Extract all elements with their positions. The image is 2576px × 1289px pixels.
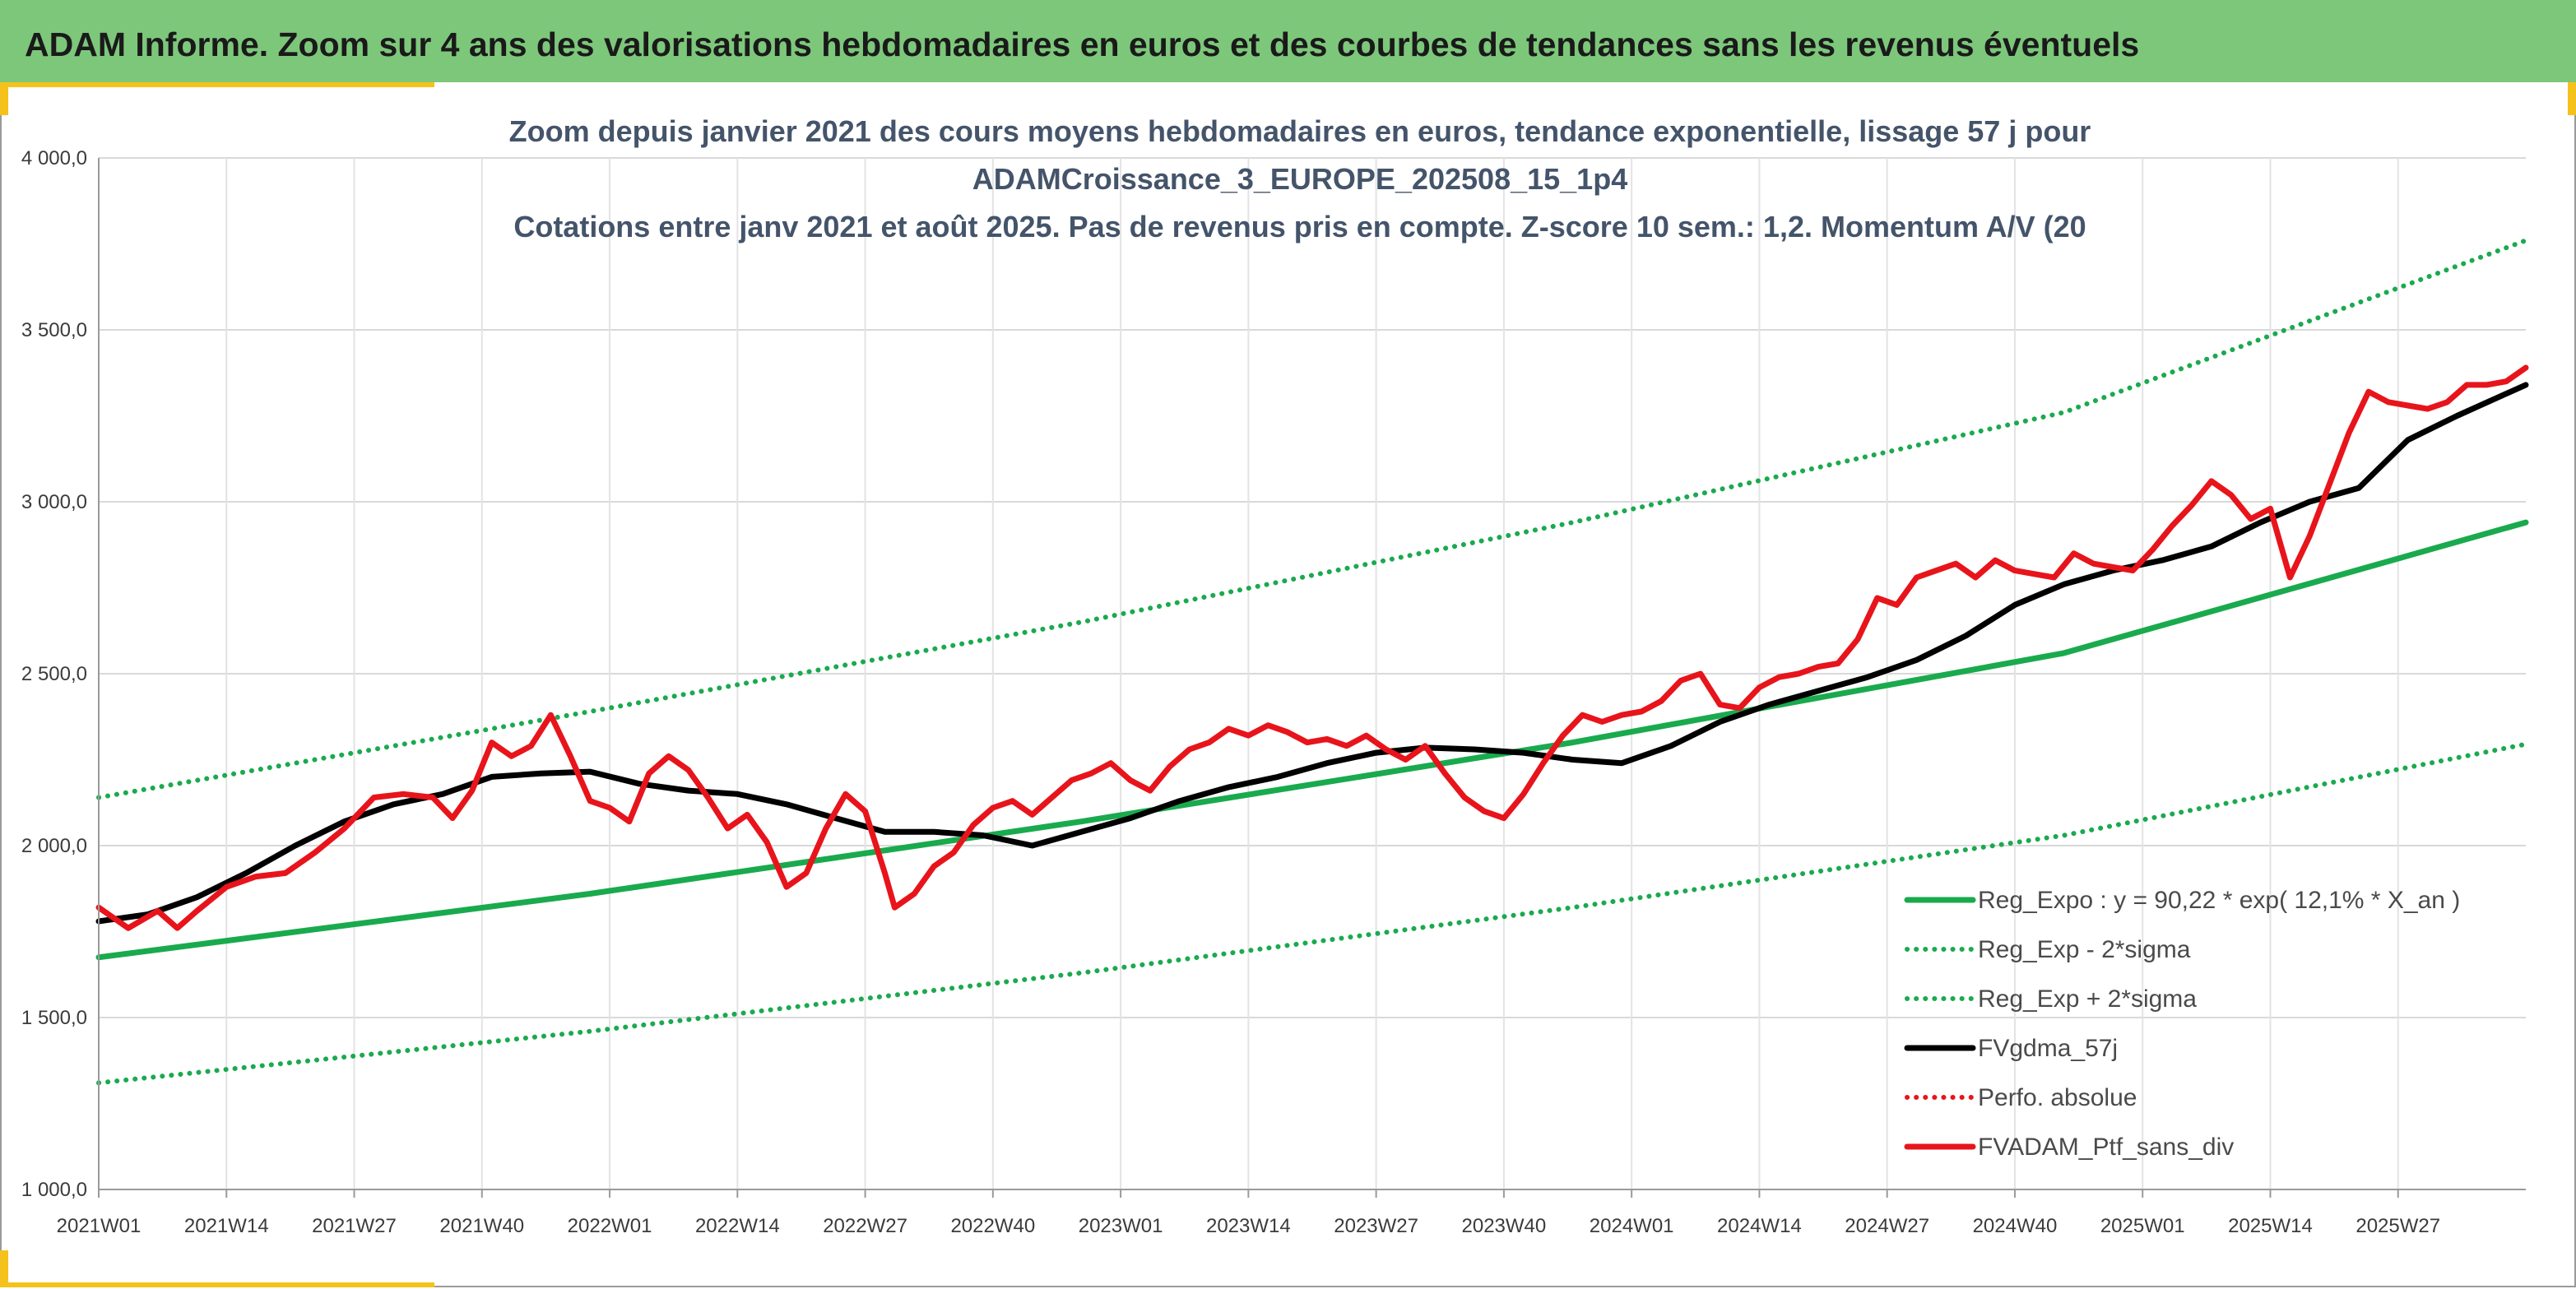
x-tick-label: 2021W01 (57, 1215, 142, 1237)
title-banner: ADAM Informe. Zoom sur 4 ans des valoris… (0, 0, 2576, 82)
chart-frame (0, 82, 2576, 1287)
legend-label: Reg_Exp + 2*sigma (1978, 985, 2197, 1013)
chart-title-line: Zoom depuis janvier 2021 des cours moyen… (509, 114, 2091, 148)
y-tick-label: 2 000,0 (21, 835, 87, 857)
x-tick-label: 2024W27 (1845, 1215, 1929, 1237)
y-tick-label: 2 500,0 (21, 663, 87, 685)
x-tick-label: 2022W01 (568, 1215, 652, 1237)
yellow-accent-bottom (0, 1282, 434, 1287)
series-line-2 (96, 238, 2528, 800)
y-tick-label: 3 000,0 (21, 491, 87, 513)
x-tick-label: 2022W14 (695, 1215, 780, 1237)
gridlines (99, 157, 2526, 1190)
x-tick-label: 2023W27 (1334, 1215, 1418, 1237)
legend: Reg_Expo : y = 90,22 * exp( 12,1% * X_an… (1904, 887, 2460, 1161)
yellow-accent-top-left (0, 82, 8, 115)
x-tick-label: 2024W40 (1973, 1215, 2058, 1237)
series-lines (95, 238, 2529, 1086)
x-tick-label: 2022W40 (950, 1215, 1035, 1237)
y-tick-label: 1 500,0 (21, 1007, 87, 1029)
y-tick-label: 4 000,0 (21, 147, 87, 169)
yellow-accent-bottom-left (0, 1250, 8, 1287)
x-tick-label: 2023W01 (1079, 1215, 1163, 1237)
legend-label: FVgdma_57j (1978, 1035, 2118, 1062)
yellow-accent-top (0, 82, 434, 87)
x-tick-label: 2021W14 (184, 1215, 269, 1237)
series-line-4 (95, 364, 2529, 931)
banner-title: ADAM Informe. Zoom sur 4 ans des valoris… (25, 26, 2140, 63)
series-line-0 (95, 519, 2529, 961)
x-tick-label: 2022W27 (823, 1215, 907, 1237)
series-line-1 (96, 741, 2528, 1086)
x-tick-label: 2024W14 (1717, 1215, 1802, 1237)
series-line-3 (95, 382, 2529, 925)
x-tick-label: 2023W40 (1462, 1215, 1547, 1237)
legend-label: Perfo. absolue (1978, 1084, 2137, 1111)
legend-label: Reg_Exp - 2*sigma (1978, 936, 2191, 963)
chart-title-line: Cotations entre janv 2021 et août 2025. … (513, 210, 2086, 243)
x-tick-label: 2021W40 (439, 1215, 524, 1237)
x-tick-label: 2025W27 (2356, 1215, 2440, 1237)
legend-label: Reg_Expo : y = 90,22 * exp( 12,1% * X_an… (1978, 887, 2460, 914)
x-tick-label: 2025W01 (2100, 1215, 2185, 1237)
x-tick-label: 2025W14 (2228, 1215, 2313, 1237)
legend-label: FVADAM_Ptf_sans_div (1978, 1134, 2234, 1161)
x-tick-label: 2023W14 (1206, 1215, 1291, 1237)
chart-title: Zoom depuis janvier 2021 des cours moyen… (509, 114, 2091, 243)
axes: 1 000,0 1 500,0 2 000,0 2 500,0 3 000,0 3 500… (21, 147, 2526, 1237)
yellow-accent-top-right (2568, 82, 2576, 115)
y-tick-label: 3 500,0 (21, 319, 87, 341)
x-tick-label: 2024W01 (1590, 1215, 1674, 1237)
y-tick-label: 1 000,0 (21, 1179, 87, 1201)
chart-title-line: ADAMCroissance_3_EUROPE_202508_15_1p4 (972, 162, 1627, 196)
x-tick-label: 2021W27 (312, 1215, 397, 1237)
